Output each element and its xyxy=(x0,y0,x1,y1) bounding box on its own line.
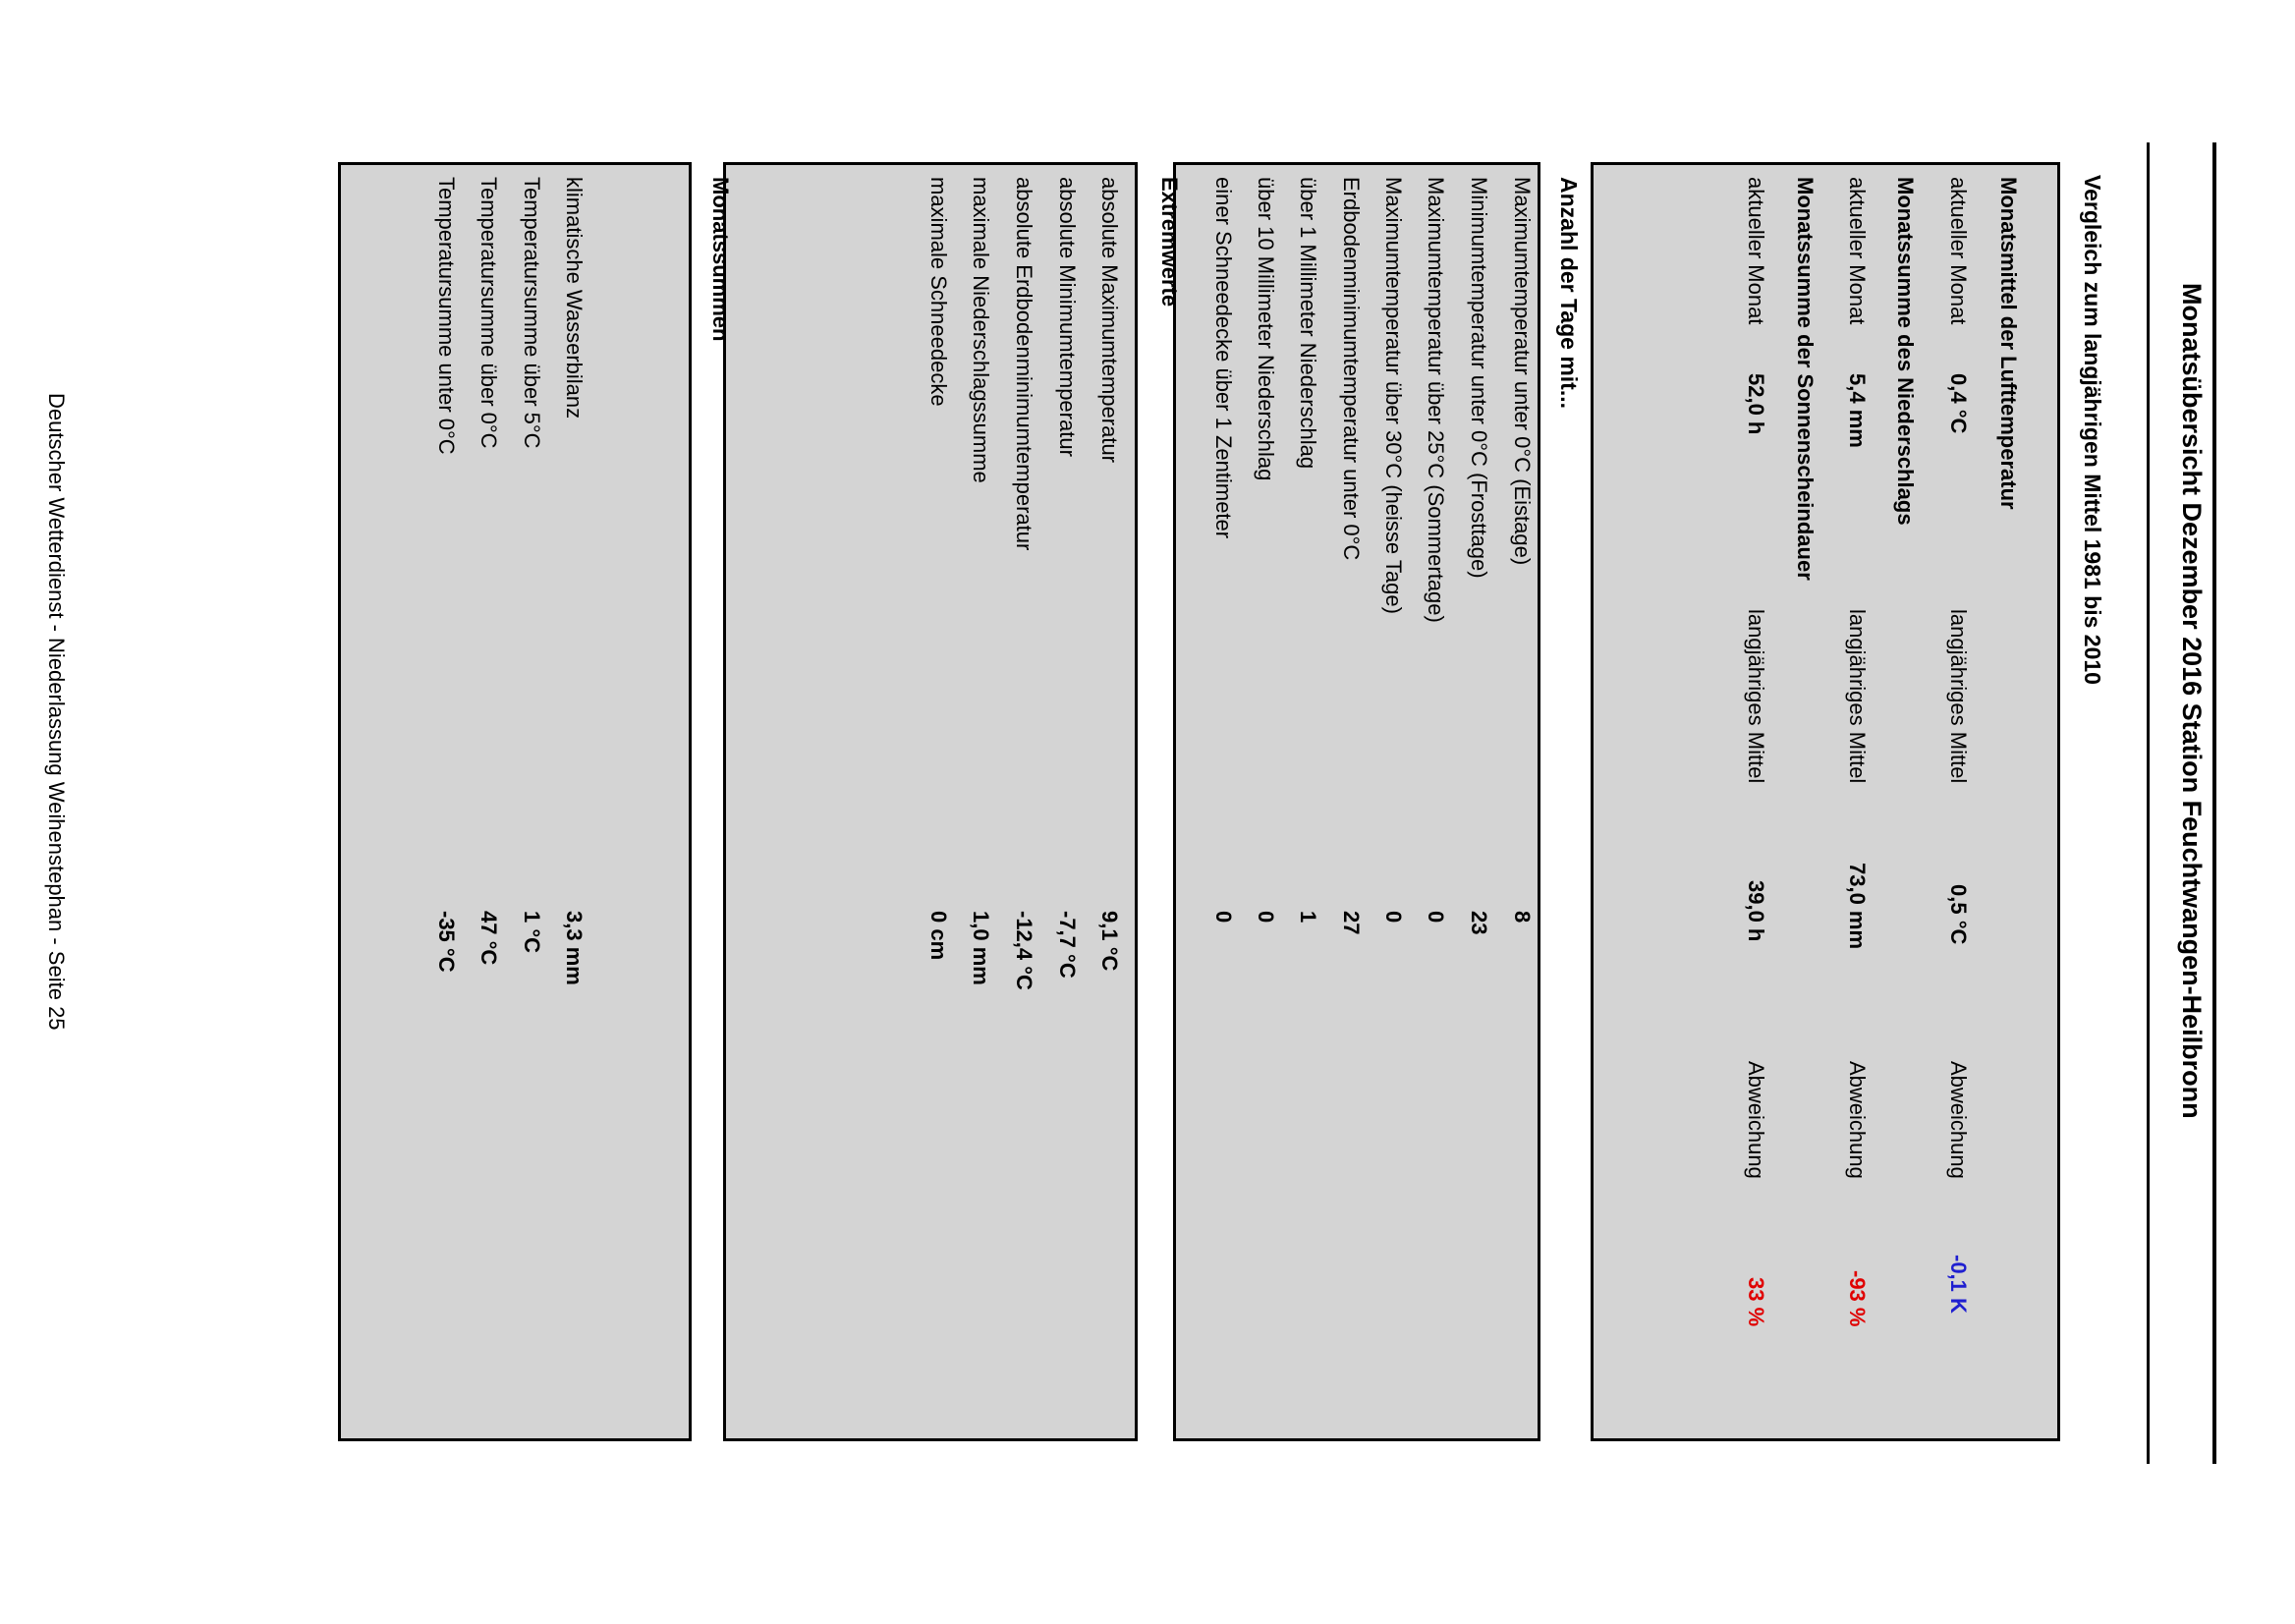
comparison-box xyxy=(1591,162,2060,1441)
days-label: Minimumtemperatur unter 0°C (Frosttage) xyxy=(1467,177,1491,579)
long-term-mean-value: 39,0 h xyxy=(1744,880,1768,942)
current-month-label: aktueller Monat xyxy=(1946,177,1971,325)
extreme-value: -7,7 °C xyxy=(1055,911,1080,979)
days-value: 0 xyxy=(1381,911,1406,924)
long-term-mean-value: 0,5 °C xyxy=(1946,884,1971,945)
current-month-label: aktueller Monat xyxy=(1744,177,1768,325)
days-value: 0 xyxy=(1211,911,1236,924)
extreme-label: absolute Minimumtemperatur xyxy=(1055,177,1080,457)
days-value: 1 xyxy=(1296,911,1320,924)
deviation-value: -0,1 K xyxy=(1946,1255,1971,1314)
deviation-label: Abweichung xyxy=(1744,1061,1768,1179)
deviation-value: -93 % xyxy=(1845,1270,1870,1327)
deviation-label: Abweichung xyxy=(1845,1061,1870,1179)
long-term-mean-label: langjähriges Mittel xyxy=(1946,609,1971,784)
sums-heading: Monatssummen xyxy=(708,177,733,342)
days-heading: Anzahl der Tage mit... xyxy=(1556,177,1582,409)
comparison-row-heading: Monatssumme des Niederschlags xyxy=(1893,177,1918,526)
long-term-mean-label: langjähriges Mittel xyxy=(1744,609,1768,784)
header-rule-top xyxy=(2212,142,2216,1464)
comparison-row-heading: Monatsmittel der Lufttemperatur xyxy=(1996,177,2021,510)
sum-value: -35 °C xyxy=(434,911,459,973)
sum-value: 47 °C xyxy=(476,911,501,966)
extreme-label: absolute Maximumtemperatur xyxy=(1097,177,1122,464)
days-value: 27 xyxy=(1339,911,1364,935)
days-value: 23 xyxy=(1467,911,1491,935)
days-label: einer Schneedecke über 1 Zentimeter xyxy=(1211,177,1236,539)
current-month-value: 5,4 mm xyxy=(1845,373,1870,448)
extremes-heading: Extremwerte xyxy=(1157,177,1182,308)
current-month-value: 52,0 h xyxy=(1744,373,1768,435)
sum-label: Temperatursumme über 0°C xyxy=(476,177,501,449)
days-value: 8 xyxy=(1510,911,1535,924)
days-label: über 1 Millimeter Niederschlag xyxy=(1296,177,1320,470)
comparison-heading: Vergleich zum langjährigen Mittel 1981 b… xyxy=(2080,175,2105,685)
days-label: über 10 Millimeter Niederschlag xyxy=(1254,177,1278,481)
extreme-value: 9,1 °C xyxy=(1097,911,1122,972)
sum-value: 3,3 mm xyxy=(562,911,587,985)
sum-value: 1 °C xyxy=(520,911,544,954)
current-month-label: aktueller Monat xyxy=(1845,177,1870,325)
days-label: Maximumtemperatur unter 0°C (Eistage) xyxy=(1510,177,1535,566)
sums-box xyxy=(338,162,692,1441)
deviation-value: 33 % xyxy=(1744,1277,1768,1327)
current-month-value: 0,4 °C xyxy=(1946,373,1971,434)
sum-label: klimatische Wasserbilanz xyxy=(562,177,587,420)
comparison-row-heading: Monatssumme der Sonnenscheindauer xyxy=(1793,177,1818,581)
page-title: Monatsübersicht Dezember 2016 Station Fe… xyxy=(2177,283,2207,1119)
days-value: 0 xyxy=(1254,911,1278,924)
deviation-label: Abweichung xyxy=(1946,1061,1971,1179)
extreme-label: maximale Schneedecke xyxy=(926,177,951,407)
days-value: 0 xyxy=(1424,911,1448,924)
extreme-label: absolute Erdbodenminimumtemperatur xyxy=(1012,177,1036,551)
long-term-mean-label: langjähriges Mittel xyxy=(1845,609,1870,784)
days-label: Erdbodenminimumtemperatur unter 0°C xyxy=(1339,177,1364,561)
days-label: Maximumtemperatur über 25°C (Sommertage) xyxy=(1424,177,1448,623)
sum-label: Temperatursumme über 5°C xyxy=(520,177,544,449)
extreme-label: maximale Niederschlagssumme xyxy=(969,177,993,483)
page-footer: Deutscher Wetterdienst - Niederlassung W… xyxy=(44,393,69,1031)
header-rule-bottom xyxy=(2147,142,2150,1464)
extreme-value: -12,4 °C xyxy=(1012,911,1036,990)
long-term-mean-value: 73,0 mm xyxy=(1845,863,1870,950)
extreme-value: 1,0 mm xyxy=(969,911,993,985)
sum-label: Temperatursumme unter 0°C xyxy=(434,177,459,455)
extreme-value: 0 cm xyxy=(926,911,951,961)
days-label: Maximumtemperatur über 30°C (heisse Tage… xyxy=(1381,177,1406,614)
